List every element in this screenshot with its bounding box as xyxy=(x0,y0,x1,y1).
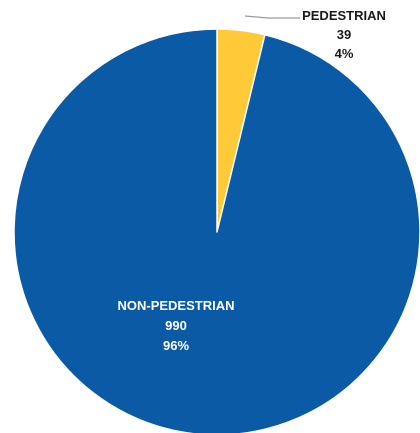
pie-slices xyxy=(13,28,420,433)
non-pedestrian-data-label: NON-PEDESTRIAN 990 96% xyxy=(117,298,234,353)
pedestrian-slice-value: 39 xyxy=(337,27,351,42)
non-pedestrian-slice-value: 990 xyxy=(165,318,187,333)
pedestrian-leader-line xyxy=(244,15,300,19)
pie-slice-non-pedestrian xyxy=(13,28,420,433)
non-pedestrian-slice-percent: 96% xyxy=(163,338,189,353)
pedestrian-data-label: PEDESTRIAN 39 4% xyxy=(302,8,386,61)
pedestrian-slice-percent: 4% xyxy=(335,46,354,61)
pedestrian-slice-label: PEDESTRIAN xyxy=(302,8,386,23)
non-pedestrian-slice-label: NON-PEDESTRIAN xyxy=(117,298,234,313)
